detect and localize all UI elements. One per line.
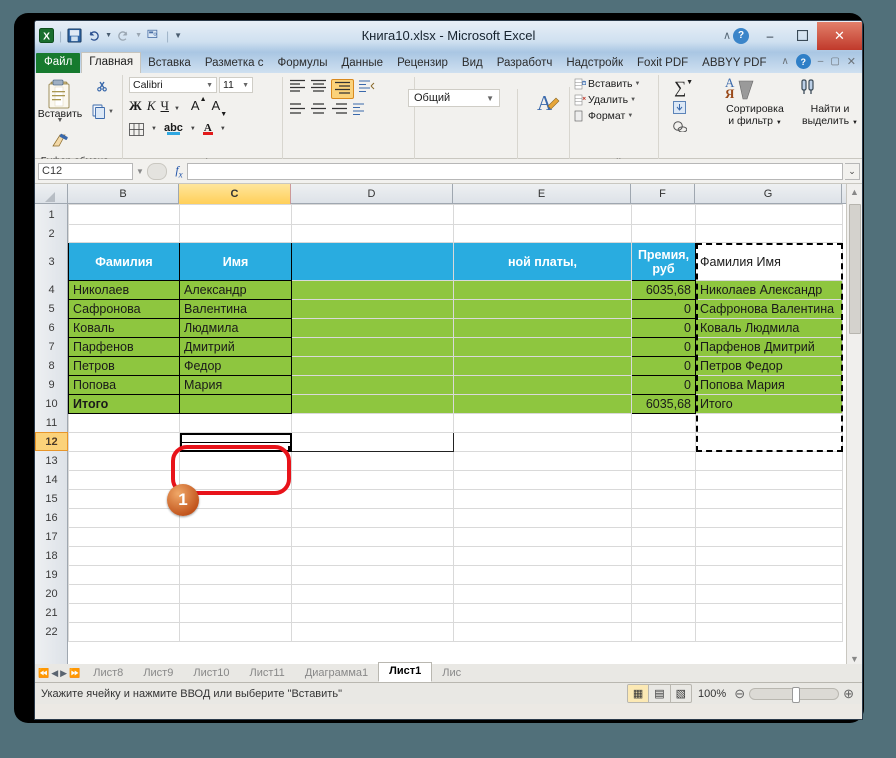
svg-text:X: X xyxy=(43,31,50,42)
